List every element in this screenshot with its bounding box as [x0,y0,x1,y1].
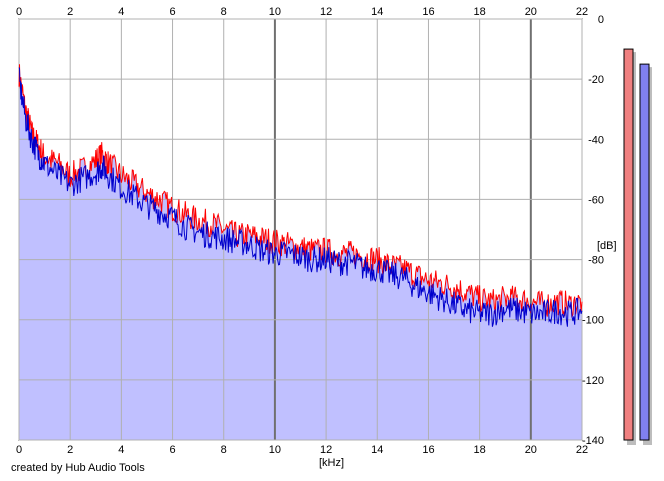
x-tick-label: 22 [576,444,588,456]
y-tick-label: -140 [582,435,604,447]
x-tick-label: 16 [422,6,434,18]
x-tick-label: 6 [169,444,175,456]
x-tick-label: 0 [16,6,22,18]
series-line-right [18,67,583,327]
x-tick-label: 16 [422,444,434,456]
y-tick-label: -40 [588,134,604,146]
x-tick-label: 4 [118,444,124,456]
x-tick-label: 14 [371,6,383,18]
spectrum-fill [19,64,582,441]
y-tick-label: 0 [598,14,604,26]
x-tick-label: 0 [16,444,22,456]
x-tick-label: 10 [269,444,281,456]
x-tick-label: 6 [169,6,175,18]
y-tick-label: -80 [588,255,604,267]
x-tick-label: 4 [118,6,124,18]
x-tick-label: 10 [269,6,281,18]
level-meter-right [639,63,650,441]
x-tick-label: 18 [474,6,486,18]
x-tick-label: 20 [525,444,537,456]
x-tick-label: 8 [221,444,227,456]
credit-text: created by Hub Audio Tools [11,462,145,474]
level-meters [623,48,652,445]
x-tick-label: 22 [576,6,588,18]
y-tick-label: -100 [582,315,604,327]
x-tick-label: 14 [371,444,383,456]
x-tick-label: 2 [67,444,73,456]
y-tick-label: -20 [588,74,604,86]
x-tick-label: 18 [474,444,486,456]
x-tick-labels-bottom: 0 2 4 6 8 10 12 14 16 18 20 22 [16,444,588,456]
y-tick-label: -60 [588,194,604,206]
x-axis-unit: [kHz] [319,457,345,469]
x-tick-label: 20 [525,6,537,18]
x-tick-label: 8 [221,6,227,18]
x-tick-label: 12 [320,444,332,456]
y-axis-unit: [dB] [597,240,617,252]
x-tick-labels-top: 0 2 4 6 8 10 12 14 16 18 20 22 [16,6,588,18]
x-tick-label: 12 [320,6,332,18]
series-line-left [18,64,583,318]
y-tick-label: -120 [582,375,604,387]
x-tick-label: 2 [67,6,73,18]
y-tick-labels: 0 -20 -40 -60 -80 -100 -120 -140 [582,14,604,447]
level-meter-left [623,48,634,441]
